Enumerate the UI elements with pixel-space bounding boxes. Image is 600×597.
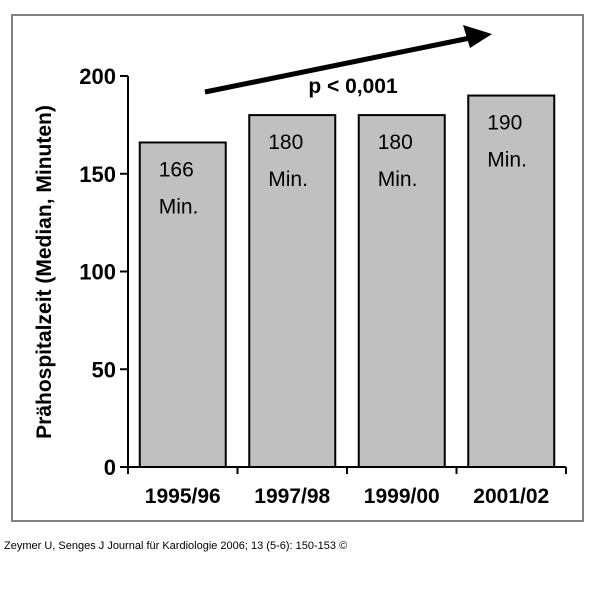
x-tick-label: 1997/98 xyxy=(254,485,330,508)
x-tick-label: 2001/02 xyxy=(473,485,549,508)
y-axis-title: Prähospitalzeit (Median, Minuten) xyxy=(33,105,56,439)
y-tick-label: 100 xyxy=(79,260,116,285)
citation: Zeymer U, Senges J Journal für Kardiolog… xyxy=(4,540,348,552)
trend-arrow xyxy=(204,25,492,95)
axes-layer xyxy=(120,75,567,474)
bar-1999/00 xyxy=(357,114,446,468)
bar-data-label: 166 xyxy=(159,158,194,181)
trend-arrow-head xyxy=(463,25,492,48)
y-tick-label: 200 xyxy=(79,64,116,89)
trend-arrow-line xyxy=(204,35,471,95)
y-tick-label: 50 xyxy=(92,357,116,382)
labels-layer: 166 Min. 1995/96 180 Min. 1997/98 180 Min. 1999/… xyxy=(79,64,549,508)
bar-data-label: 180 xyxy=(378,131,413,154)
bar-data-label: Min. xyxy=(268,168,308,191)
x-tick-label: 1995/96 xyxy=(145,485,221,508)
x-tick-label: 1999/00 xyxy=(364,485,440,508)
bar-1995/96 xyxy=(138,141,227,468)
bar-data-label: 180 xyxy=(268,131,303,154)
bar-2001/02 xyxy=(467,94,556,469)
p-value-annotation: p < 0,001 xyxy=(308,75,398,98)
y-tick-label: 150 xyxy=(79,162,116,187)
bars-layer xyxy=(138,94,556,469)
bar-1997/98 xyxy=(248,114,337,468)
y-tick-label: 0 xyxy=(104,455,116,480)
bar-data-label: Min. xyxy=(159,195,199,218)
bar-chart: 166 Min. 1995/96 180 Min. 1997/98 180 Min. 1999/… xyxy=(33,25,567,508)
bar-data-label: 190 xyxy=(487,112,522,135)
bar-data-label: Min. xyxy=(487,149,527,172)
bar-data-label: Min. xyxy=(378,168,418,191)
chart-frame xyxy=(11,14,584,522)
